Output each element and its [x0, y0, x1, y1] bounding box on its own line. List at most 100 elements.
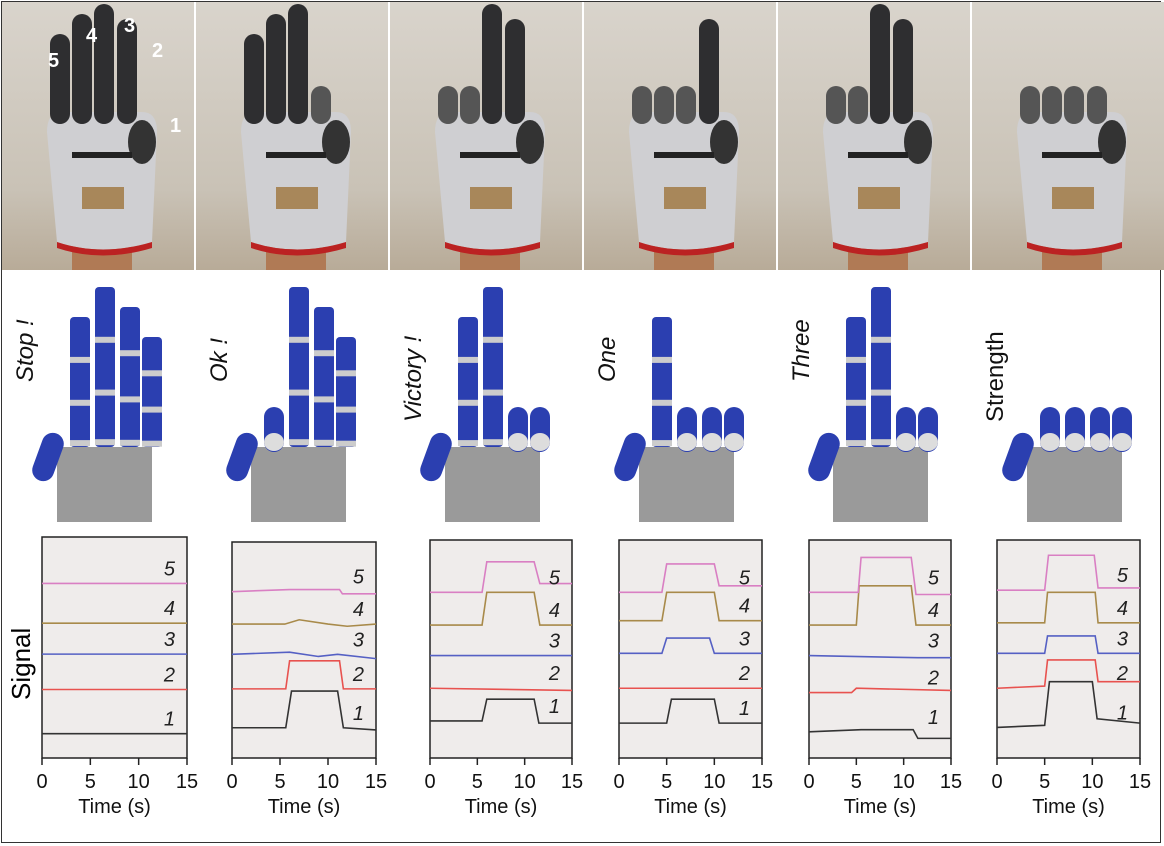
series-label: 4: [549, 600, 560, 622]
glove-photo: [584, 2, 776, 270]
series-label: 4: [739, 596, 750, 618]
x-tick-label: 15: [365, 771, 387, 793]
series-line-3: [808, 654, 951, 659]
series-label: 5: [1117, 565, 1129, 587]
series-line-1: [232, 690, 377, 731]
x-tick-label: 10: [1081, 771, 1103, 793]
series-label: 1: [739, 698, 750, 720]
plot-area: [618, 539, 763, 759]
series-label: 4: [1117, 598, 1128, 620]
x-tick-label: 0: [226, 771, 237, 793]
gesture-label: Ok !: [206, 337, 233, 382]
series-label: 4: [928, 600, 939, 622]
series-line-2: [232, 660, 376, 690]
series-line-5: [809, 556, 951, 596]
series-line-2: [996, 659, 1140, 690]
x-axis-label: Time (s): [268, 796, 341, 818]
series-label: 5: [353, 567, 365, 589]
series-line-5: [430, 560, 572, 594]
series-label: 3: [928, 631, 939, 653]
gesture-label: One: [594, 336, 621, 382]
plot-area: [231, 541, 377, 759]
x-tick-label: 5: [851, 771, 862, 793]
series-label: 1: [164, 709, 175, 731]
series-label: 2: [163, 664, 175, 686]
series-label: 3: [353, 629, 364, 651]
signal-chart-1: 1 2 3 4 5 0 5 10 15 Time (s): [36, 536, 198, 818]
finger-number: 1: [170, 115, 181, 137]
series-label: 2: [548, 663, 560, 685]
series-line-2: [809, 687, 952, 694]
series-line-1: [619, 698, 762, 724]
series-line-3: [231, 651, 377, 660]
series-label: 4: [164, 598, 175, 620]
series-label: 3: [739, 628, 750, 650]
x-tick-label: 0: [36, 771, 47, 793]
series-line-4: [809, 584, 951, 626]
series-label: 5: [549, 567, 561, 589]
x-tick-label: 0: [991, 771, 1002, 793]
x-axis-label: Time (s): [78, 796, 151, 818]
x-tick-label: 10: [703, 771, 725, 793]
series-line-5: [997, 554, 1140, 591]
series-label: 3: [164, 629, 175, 651]
finger-number: 3: [124, 15, 135, 37]
series-line-4: [619, 591, 762, 622]
gesture-label: Stop !: [12, 319, 39, 382]
series-line-3: [997, 635, 1140, 655]
signal-chart-3: 1 2 3 4 5 0 5 10 15 Time (s): [424, 539, 583, 818]
series-label: 5: [739, 567, 751, 589]
x-tick-label: 5: [85, 771, 96, 793]
x-tick-label: 10: [893, 771, 915, 793]
series-label: 3: [549, 631, 560, 653]
x-tick-label: 10: [128, 771, 150, 793]
x-tick-label: 5: [274, 771, 285, 793]
hand-model-6: Strength: [972, 272, 1164, 530]
signal-chart-4: 1 2 3 4 5 0 5 10 15 Time (s): [613, 539, 773, 818]
x-tick-label: 10: [317, 771, 339, 793]
x-tick-label: 0: [613, 771, 624, 793]
series-line-4: [430, 591, 572, 626]
x-tick-label: 15: [1129, 771, 1151, 793]
x-tick-label: 10: [514, 771, 536, 793]
x-axis-label: Time (s): [1032, 796, 1105, 818]
series-label: 1: [549, 696, 560, 718]
series-line-5: [619, 563, 762, 594]
hand-model-1: Stop !: [2, 272, 194, 530]
series-line-1: [430, 698, 572, 724]
series-line-5: [231, 588, 376, 595]
hand-model-5: Three: [778, 272, 970, 530]
series-label: 4: [353, 599, 364, 621]
finger-number: 5: [48, 50, 59, 72]
x-tick-label: 5: [472, 771, 483, 793]
x-tick-label: 0: [424, 771, 435, 793]
x-axis-label: Time (s): [844, 796, 917, 818]
glove-photo: [196, 2, 388, 270]
series-label: 3: [1117, 628, 1128, 650]
hand-model-2: Ok !: [196, 272, 388, 530]
series-label: 2: [738, 663, 750, 685]
plot-area: [808, 539, 952, 759]
x-tick-label: 15: [940, 771, 962, 793]
finger-number: 4: [86, 25, 98, 47]
series-label: 1: [928, 707, 939, 729]
series-line-2: [429, 687, 573, 692]
gesture-label: Three: [788, 319, 815, 382]
glove-photo: [778, 2, 970, 270]
x-tick-label: 5: [1039, 771, 1050, 793]
x-tick-label: 15: [751, 771, 773, 793]
x-tick-label: 0: [803, 771, 814, 793]
series-label: 1: [353, 703, 364, 725]
series-line-4: [997, 591, 1140, 624]
y-axis-label: Signal: [6, 627, 36, 700]
finger-number: 2: [152, 40, 163, 62]
glove-photo: [972, 2, 1164, 270]
hand-model-3: Victory !: [390, 272, 582, 530]
plot-area: [41, 536, 188, 759]
x-axis-label: Time (s): [465, 796, 538, 818]
x-tick-label: 5: [661, 771, 672, 793]
series-line-4: [232, 618, 377, 628]
